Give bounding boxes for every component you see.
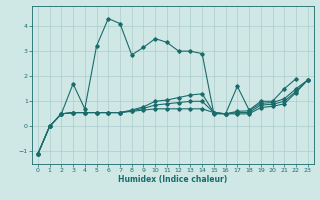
X-axis label: Humidex (Indice chaleur): Humidex (Indice chaleur) xyxy=(118,175,228,184)
